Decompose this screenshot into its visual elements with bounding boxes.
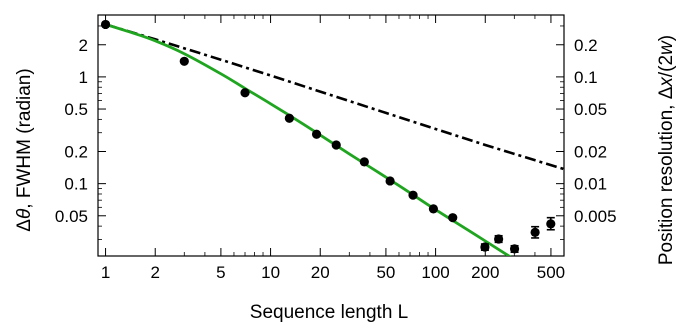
plot-border <box>97 14 565 257</box>
x-tick-label: 50 <box>376 263 395 282</box>
y-left-tick-label: 0.1 <box>64 175 88 194</box>
data-points-layer <box>100 19 556 254</box>
y-right-tick-label: 0.1 <box>574 68 598 87</box>
data-point <box>240 88 250 98</box>
y-left-tick-label: 2 <box>79 36 88 55</box>
y-right-tick-label: 0.2 <box>574 36 598 55</box>
y-left-tick-label: 0.5 <box>64 100 88 119</box>
bound-line-layer <box>105 23 564 171</box>
axis-ticks-layer: 1 2 5 10 20 50 100 200 500 2 1 0.5 0.2 0.1 0.05 0.2 0.1 0… <box>55 15 617 282</box>
x-tick-label: 10 <box>261 263 280 282</box>
y-axis-right-title: Position resolution, Δx/(2w) <box>656 35 677 265</box>
data-point <box>509 244 520 254</box>
data-point <box>284 113 294 123</box>
data-point <box>359 157 369 167</box>
data-point <box>480 242 490 252</box>
data-point <box>408 190 418 200</box>
y-left-title-theta: θ <box>14 208 35 219</box>
y-right-title-a: Position resolution, Δ <box>656 86 677 265</box>
data-point <box>546 219 556 229</box>
x-tick-label: 5 <box>216 263 225 282</box>
y-right-title-b: /(2 <box>656 55 677 77</box>
x-tick-label: 2 <box>150 263 159 282</box>
y-axis-left-title: Δθ, FWHM (radian) <box>14 68 35 231</box>
y-right-title-w: w <box>656 40 677 55</box>
y-right-tick-label: 0.005 <box>574 207 617 226</box>
data-point <box>179 56 189 66</box>
y-right-tick-label: 0.01 <box>574 175 607 194</box>
data-point <box>311 129 322 139</box>
y-right-tick-label: 0.05 <box>574 100 607 119</box>
y-left-title-rest: , FWHM (radian) <box>14 68 35 208</box>
x-tick-label: 100 <box>421 263 449 282</box>
data-point <box>530 227 540 237</box>
data-point <box>331 140 341 150</box>
data-point <box>494 234 504 244</box>
y-left-title-delta: Δ <box>14 219 35 232</box>
fit-curve-layer <box>105 23 512 256</box>
data-point <box>385 176 395 186</box>
y-right-title-x: x <box>656 76 677 88</box>
x-tick-label: 20 <box>311 263 330 282</box>
y-left-tick-label: 0.05 <box>55 207 88 226</box>
data-point <box>448 213 458 223</box>
fit-curve <box>105 23 512 256</box>
x-tick-label: 200 <box>471 263 499 282</box>
bound-line <box>105 23 564 171</box>
y-left-tick-label: 1 <box>79 68 88 87</box>
plot-frame <box>97 14 565 257</box>
data-point <box>100 19 111 30</box>
y-right-title-c: ) <box>656 35 677 41</box>
x-tick-label: 1 <box>101 263 110 282</box>
data-point <box>428 204 439 214</box>
y-right-tick-label: 0.02 <box>574 143 607 162</box>
x-axis-title: Sequence length L <box>250 302 408 323</box>
x-tick-label: 500 <box>537 263 565 282</box>
y-left-tick-label: 0.2 <box>64 143 88 162</box>
